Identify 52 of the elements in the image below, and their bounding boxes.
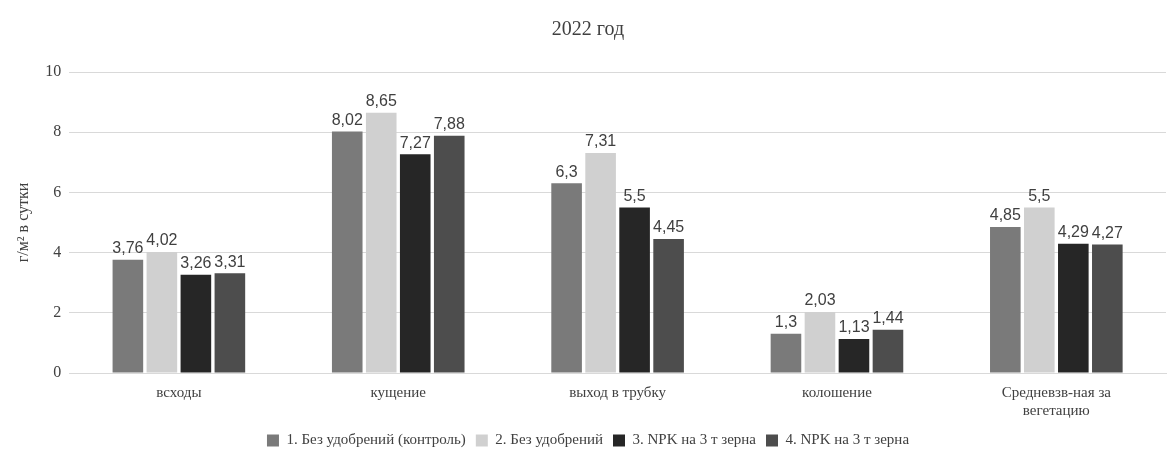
- data-label: 5,5: [623, 186, 646, 204]
- y-tick-label: 6: [53, 182, 62, 200]
- data-label: 3,31: [214, 252, 246, 270]
- bar: [399, 154, 431, 373]
- data-label: 7,31: [585, 132, 617, 150]
- bar: [1092, 244, 1123, 373]
- bar: [872, 329, 904, 373]
- data-label: 7,88: [433, 115, 465, 133]
- data-label: 8,02: [331, 111, 363, 128]
- data-label: 1,44: [872, 309, 904, 327]
- x-tick-label: всходы: [156, 383, 202, 400]
- bar: [653, 239, 684, 373]
- data-label: 7,27: [399, 133, 431, 151]
- y-tick-label: 8: [53, 122, 62, 140]
- data-label: 3,76: [112, 239, 144, 257]
- data-label: 4,27: [1091, 223, 1123, 241]
- legend-label: 3. NPK на 3 т зерна: [632, 431, 757, 448]
- bar: [1058, 243, 1089, 373]
- data-label: 4,45: [653, 218, 685, 236]
- data-label: 4,29: [1057, 223, 1089, 241]
- y-axis-title: г/м² в сутки: [13, 182, 32, 263]
- data-label: 8,65: [365, 92, 397, 110]
- data-label: 1,13: [838, 318, 870, 336]
- bar: [180, 274, 212, 373]
- data-label: 6,3: [555, 162, 578, 180]
- y-tick-label: 10: [45, 62, 62, 80]
- data-label: 3,26: [180, 254, 212, 272]
- bar: [214, 273, 246, 373]
- x-tick-label: Средневзв-ная за вегетацию: [1001, 383, 1112, 418]
- x-tick-label: кущение: [370, 383, 427, 400]
- bar: [433, 135, 465, 373]
- bar: [990, 227, 1021, 373]
- data-label: 4,85: [989, 206, 1021, 224]
- y-tick-label: 0: [53, 363, 62, 381]
- legend-label: 1. Без удобрений (контроль): [286, 431, 466, 449]
- bar: [331, 131, 363, 373]
- data-label: 5,5: [1028, 186, 1051, 204]
- data-label: 2,03: [804, 291, 836, 309]
- chart-title: 2022 год: [551, 17, 625, 41]
- data-label: 4,02: [146, 231, 178, 249]
- x-tick-label: выход в трубку: [569, 383, 667, 400]
- y-tick-label: 2: [53, 303, 62, 320]
- bar: [112, 259, 144, 373]
- legend-label: 2. Без удобрений: [495, 431, 604, 448]
- data-label: 1,3: [774, 313, 798, 331]
- x-tick-label: колошение: [802, 383, 873, 400]
- bar: [619, 207, 650, 373]
- bar: [551, 183, 582, 373]
- bar: [838, 338, 870, 373]
- legend-label: 4. NPK на 3 т зерна: [785, 431, 910, 448]
- y-tick-label: 4: [53, 242, 62, 260]
- bar: [770, 333, 802, 373]
